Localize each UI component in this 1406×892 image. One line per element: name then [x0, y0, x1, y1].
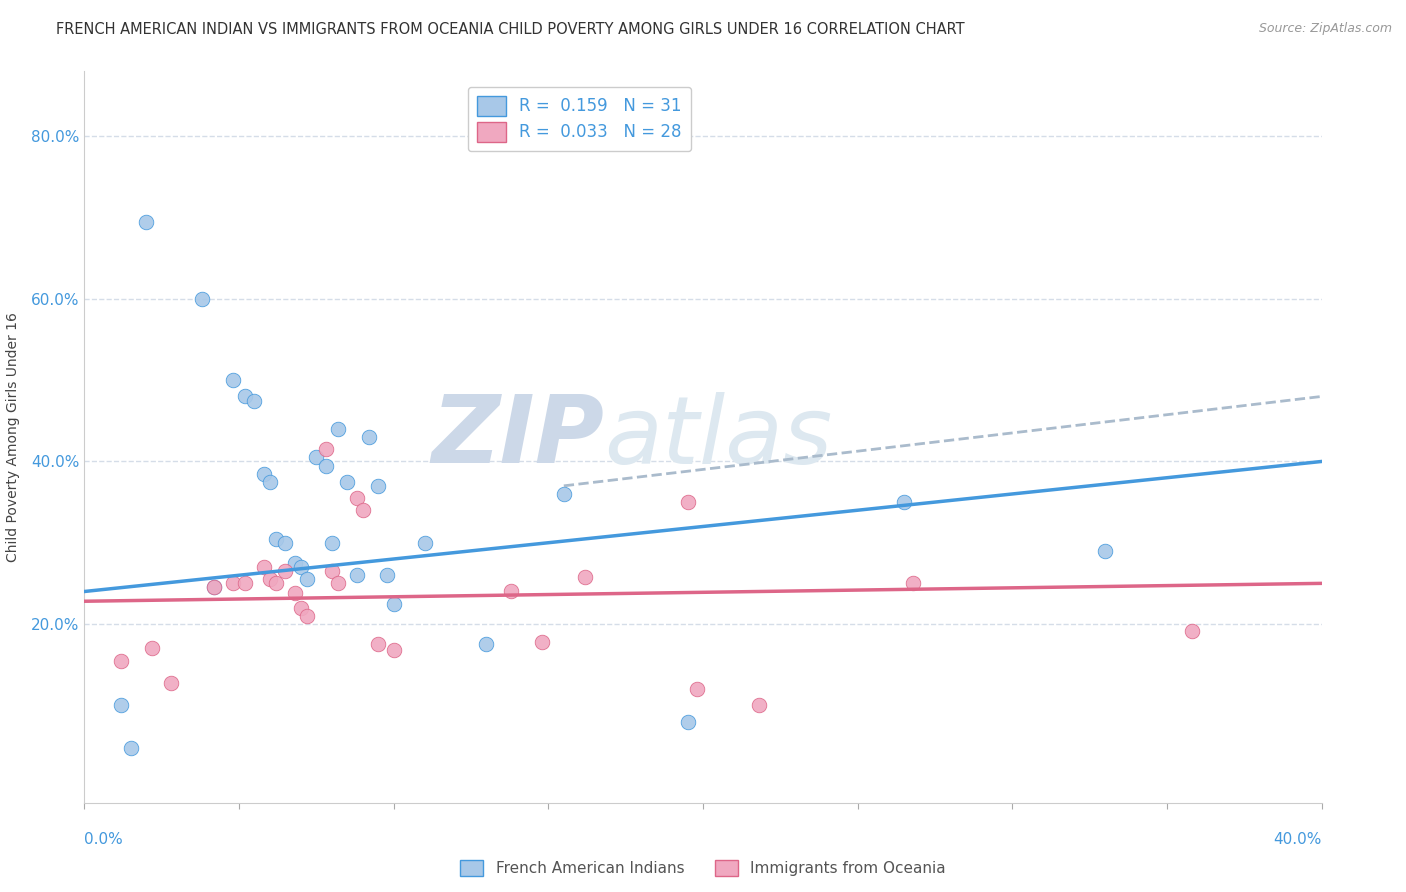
- Point: [377, 568, 399, 582]
- Point: [315, 458, 337, 473]
- Point: [893, 495, 915, 509]
- Point: [222, 373, 245, 387]
- Point: [413, 535, 436, 549]
- Point: [135, 215, 157, 229]
- Point: [233, 576, 256, 591]
- Point: [284, 586, 307, 600]
- Point: [253, 467, 276, 481]
- Point: [352, 503, 374, 517]
- Point: [259, 475, 281, 489]
- Point: [903, 576, 925, 591]
- Point: [295, 608, 318, 623]
- Point: [686, 681, 709, 696]
- Point: [284, 556, 307, 570]
- Legend: French American Indians, Immigrants from Oceania: French American Indians, Immigrants from…: [454, 855, 952, 882]
- Point: [274, 535, 297, 549]
- Point: [160, 675, 183, 690]
- Text: Source: ZipAtlas.com: Source: ZipAtlas.com: [1258, 22, 1392, 36]
- Point: [222, 576, 245, 591]
- Point: [191, 292, 214, 306]
- Point: [321, 564, 343, 578]
- Point: [110, 698, 132, 713]
- Text: FRENCH AMERICAN INDIAN VS IMMIGRANTS FROM OCEANIA CHILD POVERTY AMONG GIRLS UNDE: FRENCH AMERICAN INDIAN VS IMMIGRANTS FRO…: [56, 22, 965, 37]
- Point: [295, 572, 318, 586]
- Point: [233, 389, 256, 403]
- Point: [748, 698, 770, 713]
- Point: [202, 581, 225, 595]
- Point: [382, 643, 405, 657]
- Text: ZIP: ZIP: [432, 391, 605, 483]
- Point: [264, 532, 287, 546]
- Point: [321, 535, 343, 549]
- Point: [326, 422, 349, 436]
- Point: [475, 637, 498, 651]
- Point: [367, 637, 389, 651]
- Point: [336, 475, 359, 489]
- Point: [243, 393, 266, 408]
- Point: [290, 560, 312, 574]
- Point: [315, 442, 337, 457]
- Text: 0.0%: 0.0%: [84, 832, 124, 847]
- Point: [367, 479, 389, 493]
- Point: [676, 495, 699, 509]
- Point: [531, 635, 554, 649]
- Point: [274, 564, 297, 578]
- Point: [290, 600, 312, 615]
- Point: [253, 560, 276, 574]
- Point: [676, 714, 699, 729]
- Point: [259, 572, 281, 586]
- Point: [382, 597, 405, 611]
- Text: 40.0%: 40.0%: [1274, 832, 1322, 847]
- Point: [202, 581, 225, 595]
- Point: [110, 654, 132, 668]
- Point: [326, 576, 349, 591]
- Point: [141, 641, 163, 656]
- Point: [574, 570, 596, 584]
- Point: [264, 576, 287, 591]
- Point: [357, 430, 380, 444]
- Point: [501, 584, 523, 599]
- Text: atlas: atlas: [605, 392, 832, 483]
- Point: [305, 450, 328, 465]
- Point: [553, 487, 575, 501]
- Point: [1181, 624, 1204, 638]
- Point: [346, 568, 368, 582]
- Y-axis label: Child Poverty Among Girls Under 16: Child Poverty Among Girls Under 16: [6, 312, 20, 562]
- Point: [1094, 544, 1116, 558]
- Point: [120, 740, 142, 755]
- Point: [346, 491, 368, 505]
